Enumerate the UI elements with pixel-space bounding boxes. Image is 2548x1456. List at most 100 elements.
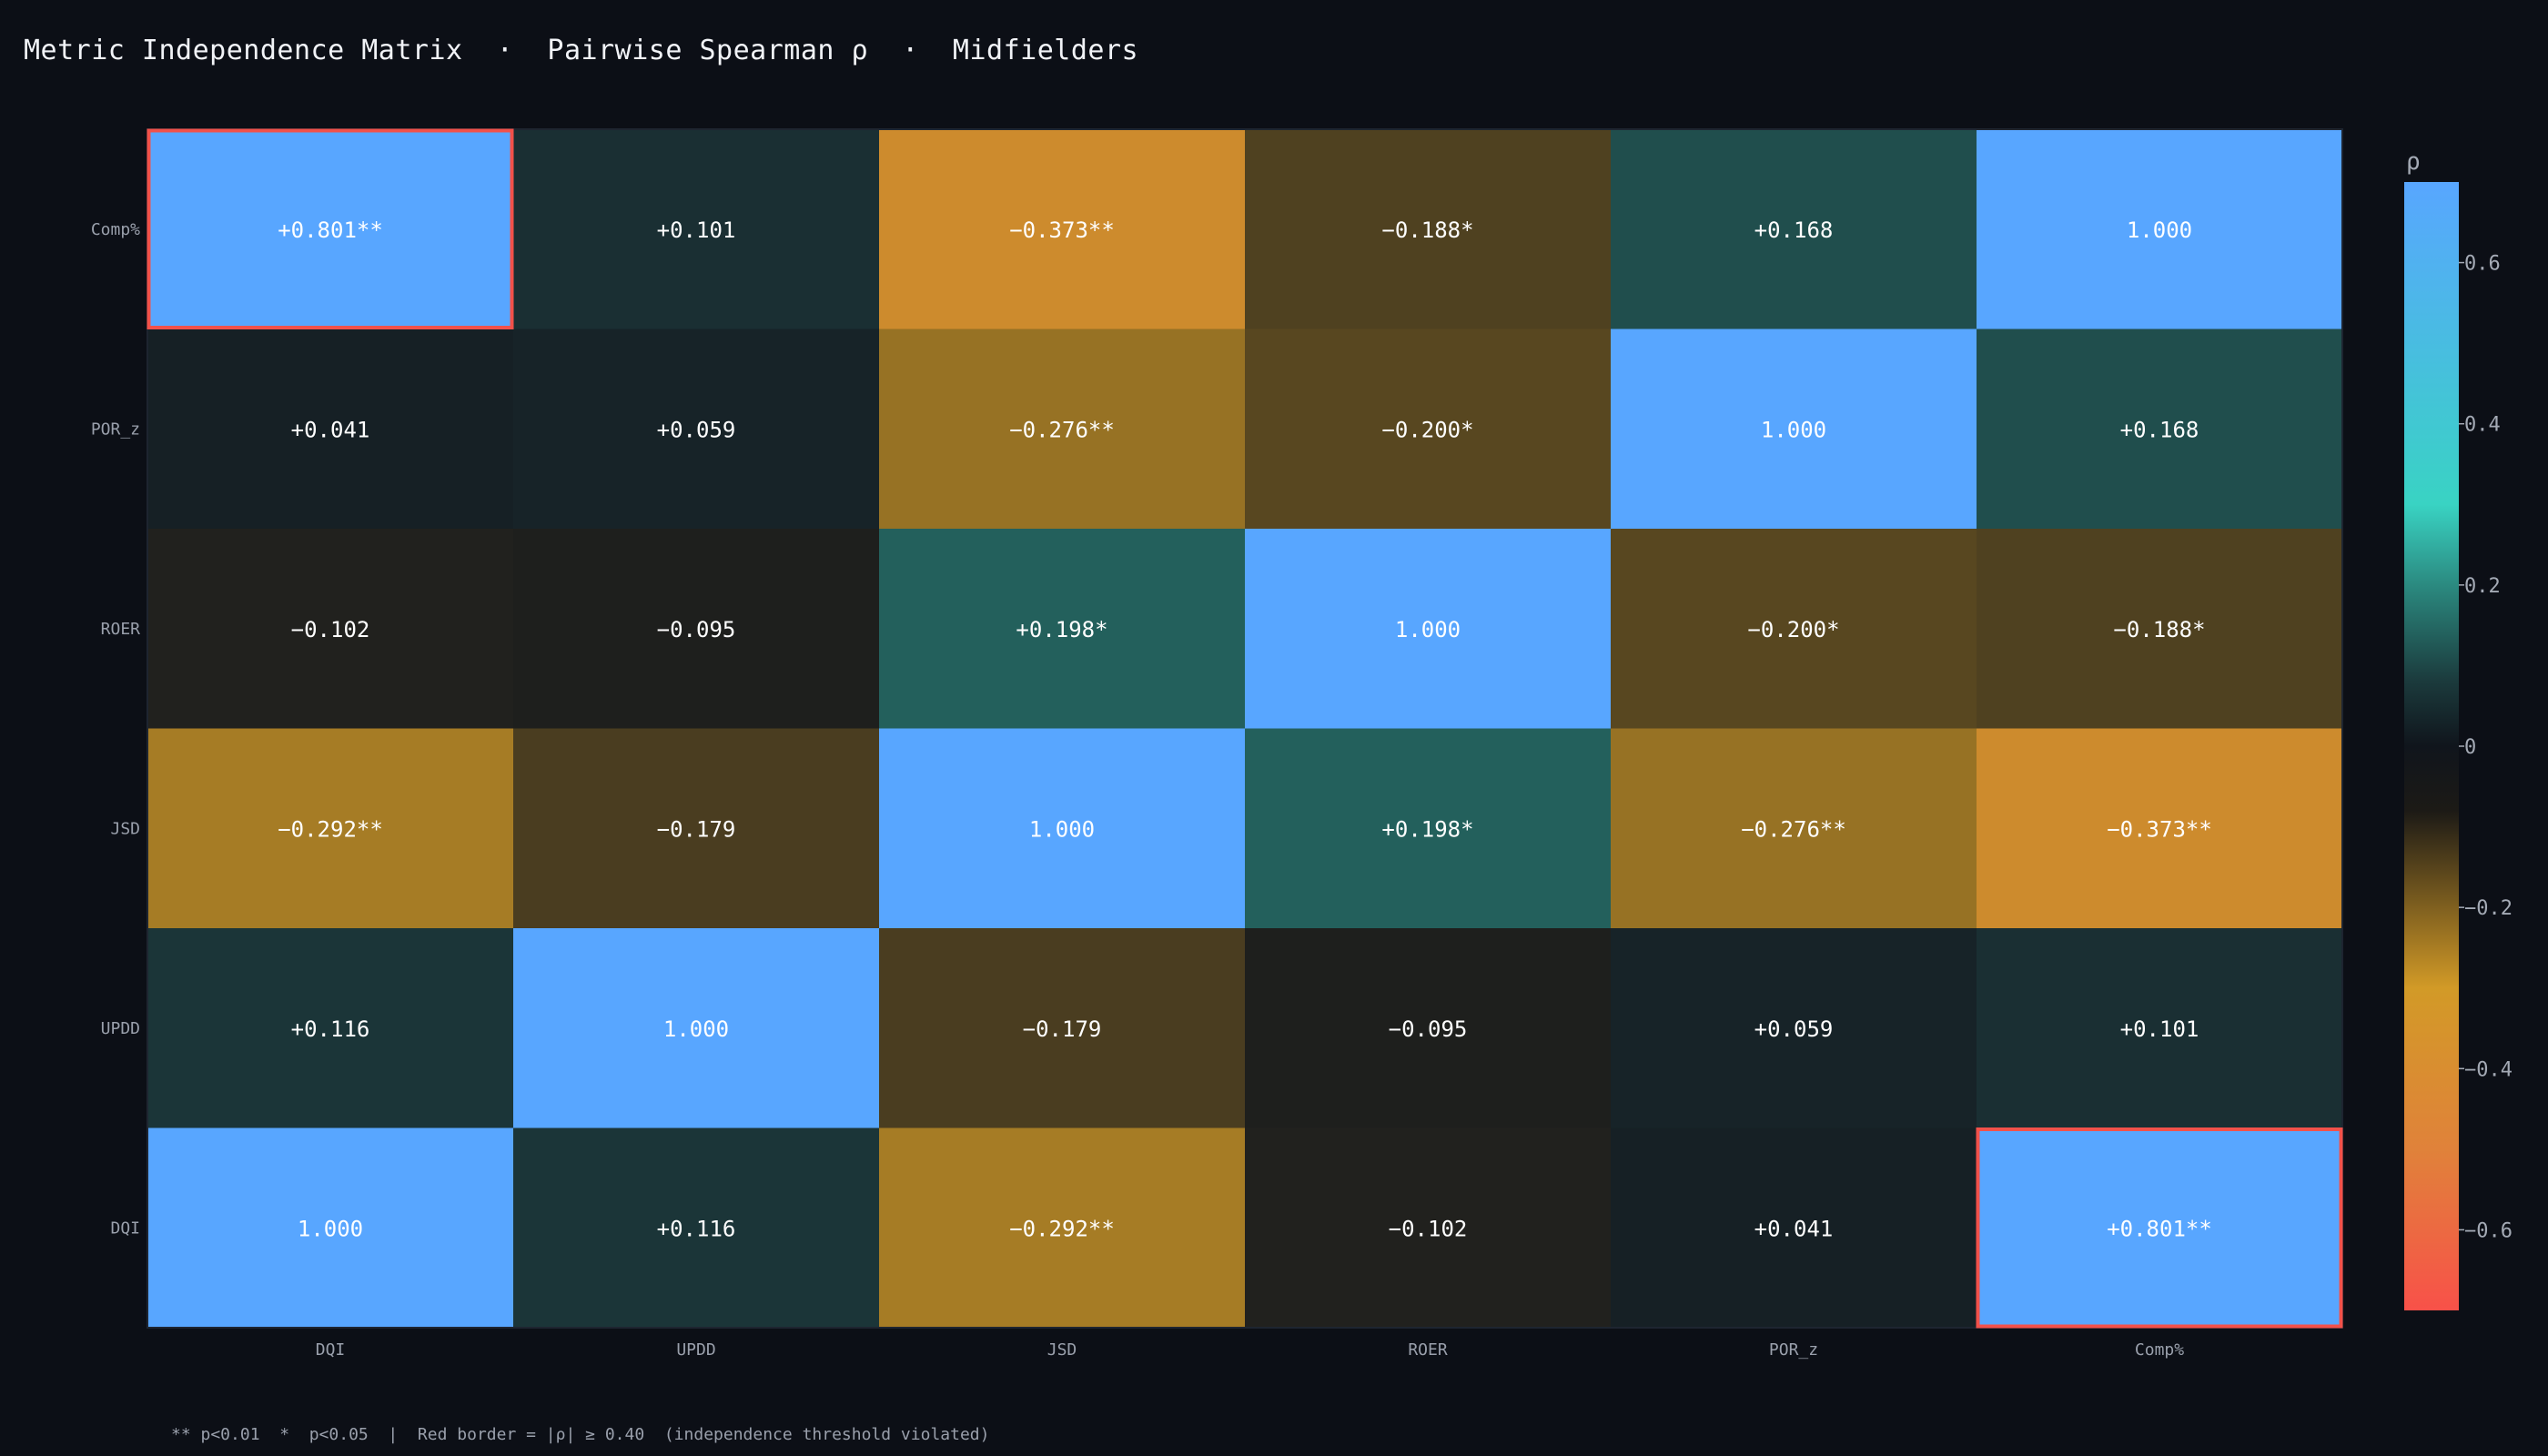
cell-value-label: −0.179 bbox=[1023, 1016, 1102, 1042]
heatmap-cell bbox=[879, 928, 1246, 1128]
heatmap-cell bbox=[879, 728, 1246, 929]
heatmap-frame bbox=[147, 128, 2343, 1329]
cell-value-label: +0.041 bbox=[1754, 1216, 1834, 1241]
cell-value-label: 1.000 bbox=[1395, 617, 1461, 642]
cell-value-label: +0.041 bbox=[291, 417, 370, 442]
colorbar: ρ −0.6 −0.4 −0.2 0 0.2 0.4 0.6 bbox=[2404, 148, 2513, 1310]
cell-value-label: +0.168 bbox=[2120, 417, 2199, 442]
y-tick-label: Comp% bbox=[91, 220, 140, 239]
cell-value-label: −0.188* bbox=[2113, 617, 2205, 642]
cell-value-label: +0.116 bbox=[291, 1016, 370, 1042]
heatmap-cell bbox=[1245, 129, 1612, 329]
heatmap-cell bbox=[1245, 1127, 1612, 1329]
heatmap-cell bbox=[147, 329, 514, 530]
heatmap-cell bbox=[1245, 928, 1612, 1128]
x-tick-label: ROER bbox=[1408, 1340, 1448, 1360]
colorbar-tick-label: −0.6 bbox=[2464, 1219, 2513, 1242]
heatmap-cell bbox=[1245, 728, 1612, 929]
x-tick-label: UPDD bbox=[676, 1340, 715, 1360]
heatmap-cell bbox=[147, 129, 514, 329]
heatmap-cell bbox=[513, 129, 880, 329]
heatmap-cell bbox=[879, 129, 1246, 329]
heatmap-cell bbox=[147, 928, 514, 1128]
cell-value-label: +0.116 bbox=[657, 1216, 736, 1241]
heatmap-cell bbox=[1611, 529, 1977, 729]
cell-value-label: −0.188* bbox=[1381, 217, 1473, 243]
cell-value-label: +0.101 bbox=[657, 217, 736, 243]
cell-value-label: −0.200* bbox=[1747, 617, 1839, 642]
x-tick-label: Comp% bbox=[2135, 1340, 2184, 1360]
colorbar-tick-label: 0.6 bbox=[2464, 253, 2501, 276]
cell-value-label: 1.000 bbox=[1029, 816, 1095, 842]
heatmap-cell bbox=[1977, 529, 2343, 729]
heatmap-cells bbox=[147, 129, 2343, 1329]
heatmap-cell bbox=[1977, 1127, 2343, 1329]
threshold-highlight-border bbox=[1976, 1127, 2343, 1329]
cell-value-label: 1.000 bbox=[663, 1016, 729, 1042]
cell-value-label: −0.276** bbox=[1741, 816, 1846, 842]
cell-value-label: −0.200* bbox=[1381, 417, 1473, 442]
cell-value-label: −0.102 bbox=[1389, 1216, 1468, 1241]
heatmap-cell bbox=[1611, 329, 1977, 530]
heatmap-cell bbox=[879, 1127, 1246, 1329]
heatmap-cell bbox=[879, 329, 1246, 530]
y-tick-label: DQI bbox=[110, 1218, 140, 1238]
cell-value-label: 1.000 bbox=[2127, 217, 2192, 243]
cell-value-label: +0.801** bbox=[278, 217, 383, 243]
heatmap-cell bbox=[1977, 129, 2343, 329]
heatmap-cell-labels: +0.801** +0.101 −0.373** −0.188* +0.168 1.000… bbox=[278, 217, 2212, 1242]
cell-value-label: −0.373** bbox=[1009, 217, 1115, 243]
cell-value-label: −0.276** bbox=[1009, 417, 1115, 442]
heatmap-cell bbox=[1611, 728, 1977, 929]
heatmap-cell bbox=[1611, 129, 1977, 329]
cell-value-label: −0.373** bbox=[2107, 816, 2212, 842]
threshold-highlight-border bbox=[147, 128, 514, 329]
cell-value-label: −0.095 bbox=[1389, 1016, 1468, 1042]
x-tick-label: POR_z bbox=[1769, 1340, 1818, 1360]
cell-value-label: +0.168 bbox=[1754, 217, 1834, 243]
colorbar-tick-label: −0.4 bbox=[2464, 1058, 2513, 1081]
y-tick-label: POR_z bbox=[91, 420, 140, 439]
heatmap-cell bbox=[1977, 728, 2343, 929]
colorbar-tick-label: 0 bbox=[2464, 736, 2476, 759]
heatmap-cell bbox=[513, 529, 880, 729]
cell-value-label: −0.102 bbox=[291, 617, 370, 642]
heatmap-cell bbox=[1245, 329, 1612, 530]
cell-value-label: +0.059 bbox=[1754, 1016, 1834, 1042]
highlight-borders bbox=[147, 128, 2343, 1329]
cell-value-label: +0.101 bbox=[2120, 1016, 2199, 1042]
heatmap-cell bbox=[1977, 329, 2343, 530]
y-tick-label: ROER bbox=[101, 620, 141, 639]
heatmap-cell bbox=[879, 529, 1246, 729]
cell-value-label: 1.000 bbox=[298, 1216, 363, 1241]
colorbar-tick-label: 0.2 bbox=[2464, 575, 2501, 598]
chart-title: Metric Independence Matrix · Pairwise Sp… bbox=[24, 35, 1139, 66]
cell-value-label: 1.000 bbox=[1761, 417, 1826, 442]
y-tick-label: JSD bbox=[110, 819, 140, 838]
heatmap-cell bbox=[513, 1127, 880, 1329]
x-tick-label: DQI bbox=[316, 1340, 346, 1360]
cell-value-label: +0.059 bbox=[657, 417, 736, 442]
y-axis-ticks: Comp% POR_z ROER JSD UPDD DQI bbox=[91, 220, 140, 1239]
heatmap-cell bbox=[147, 529, 514, 729]
heatmap-cell bbox=[147, 728, 514, 929]
heatmap-cell bbox=[1611, 928, 1977, 1128]
colorbar-tick-label: 0.4 bbox=[2464, 414, 2501, 437]
cell-value-label: −0.095 bbox=[657, 617, 736, 642]
x-axis-ticks: DQI UPDD JSD ROER POR_z Comp% bbox=[316, 1340, 2185, 1360]
y-tick-label: UPDD bbox=[101, 1019, 140, 1038]
heatmap-cell bbox=[513, 728, 880, 929]
colorbar-gradient bbox=[2404, 182, 2459, 1310]
heatmap-cell bbox=[1611, 1127, 1977, 1329]
cell-value-label: −0.292** bbox=[278, 816, 383, 842]
heatmap-cell bbox=[1245, 529, 1612, 729]
cell-value-label: +0.198* bbox=[1381, 816, 1473, 842]
heatmap-cell bbox=[1977, 928, 2343, 1128]
heatmap-cell bbox=[513, 329, 880, 530]
heatmap-cell bbox=[513, 928, 880, 1128]
footnote: ** p<0.01 * p<0.05 | Red border = |ρ| ≥ … bbox=[171, 1425, 990, 1444]
cell-value-label: −0.292** bbox=[1009, 1216, 1115, 1241]
x-tick-label: JSD bbox=[1047, 1340, 1077, 1360]
cell-value-label: +0.198* bbox=[1016, 617, 1107, 642]
